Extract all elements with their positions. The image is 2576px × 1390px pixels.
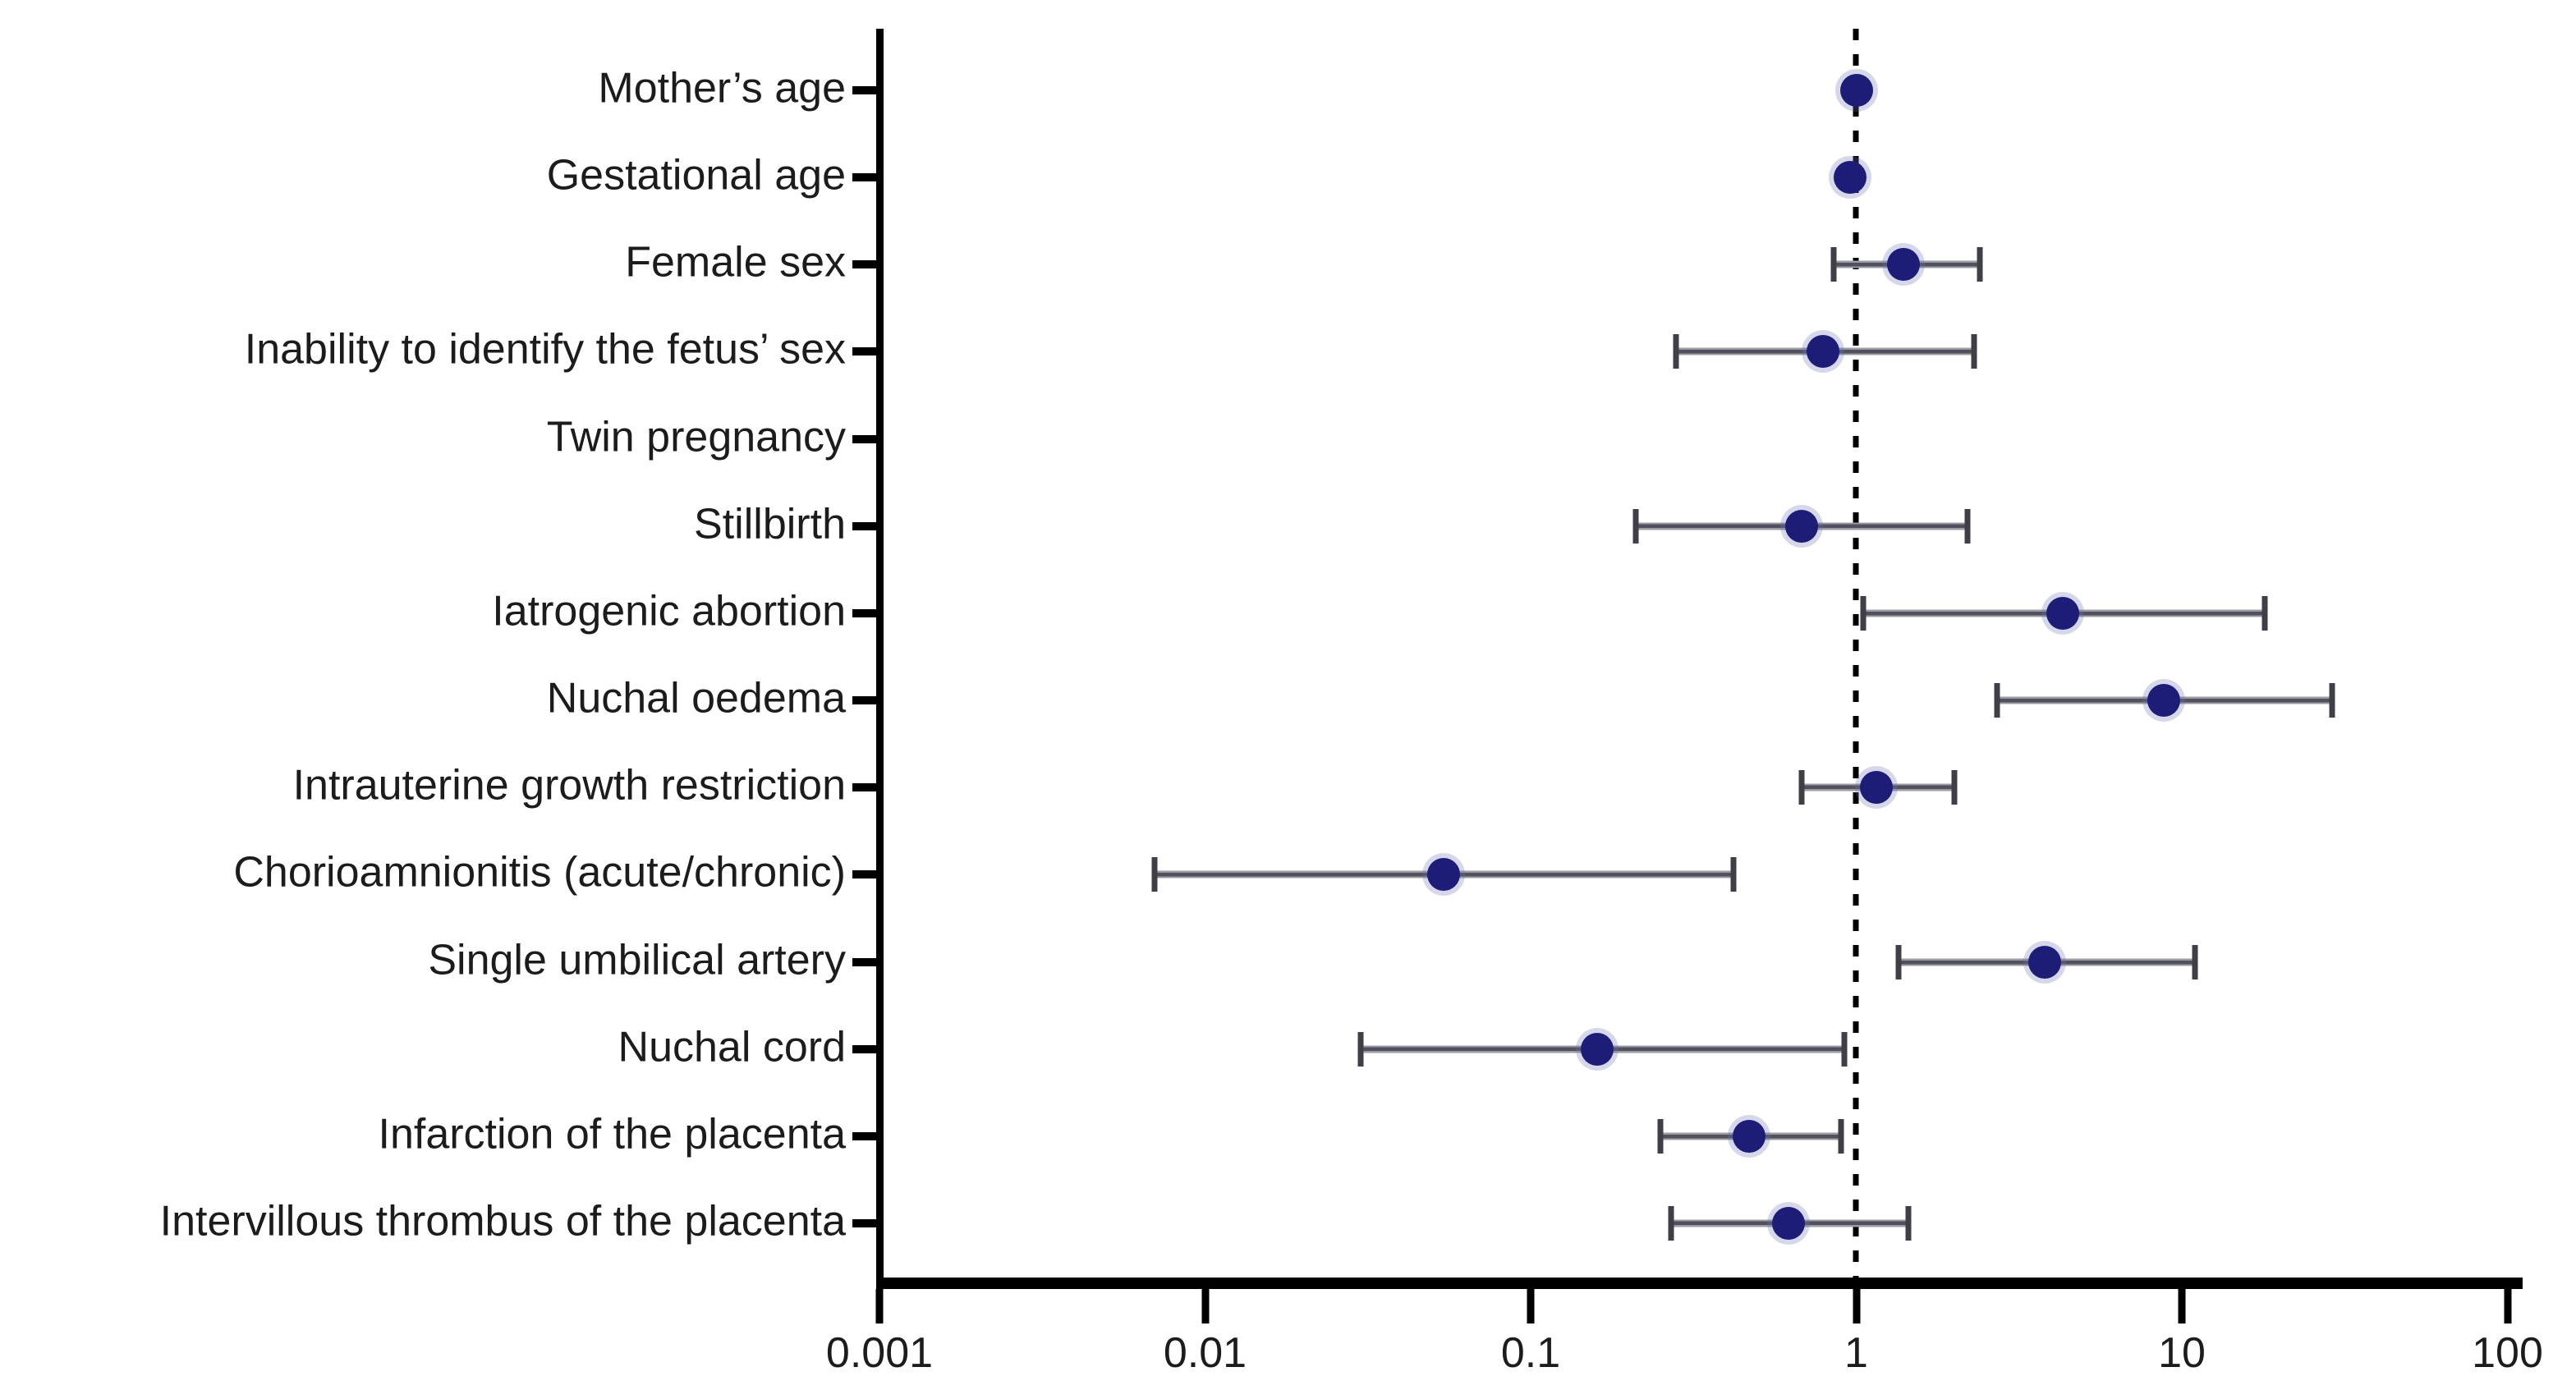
- odds-ratio-point: [1839, 74, 1873, 107]
- category-tick: [852, 86, 877, 94]
- category-label: Twin pregnancy: [546, 413, 846, 461]
- x-axis-tick: [2178, 1289, 2186, 1323]
- category-label: Gestational age: [546, 151, 846, 200]
- y-axis-spine: [876, 29, 884, 1285]
- category-label: Iatrogenic abortion: [492, 587, 846, 635]
- category-label: Inability to identify the fetus’ sex: [244, 326, 846, 374]
- category-label: Chorioamnionitis (acute/chronic): [233, 848, 846, 897]
- ci-upper-cap: [1964, 508, 1971, 544]
- category-tick: [852, 1131, 877, 1140]
- category-tick: [852, 521, 877, 530]
- x-axis-tick-label: 0.01: [1163, 1329, 1247, 1377]
- odds-ratio-point: [1580, 1032, 1614, 1066]
- category-tick: [852, 957, 877, 966]
- odds-ratio-point: [1859, 771, 1893, 805]
- odds-ratio-point: [1834, 161, 1867, 195]
- ci-upper-cap: [1951, 770, 1958, 805]
- x-axis-tick: [1527, 1289, 1535, 1323]
- ci-lower-cap: [1798, 770, 1805, 805]
- category-tick: [852, 260, 877, 269]
- x-axis-tick-label: 100: [2472, 1329, 2543, 1377]
- category-label: Single umbilical artery: [428, 936, 846, 984]
- category-tick: [852, 347, 877, 356]
- odds-ratio-point: [1806, 335, 1839, 369]
- odds-ratio-point: [1785, 509, 1819, 543]
- category-label: Infarction of the placenta: [378, 1110, 847, 1158]
- category-tick: [852, 1044, 877, 1053]
- ci-upper-cap: [2261, 595, 2268, 631]
- category-tick: [852, 696, 877, 705]
- ci-upper-cap: [1841, 1031, 1848, 1067]
- category-tick: [852, 173, 877, 182]
- odds-ratio-point: [2147, 684, 2180, 718]
- ci-lower-cap: [1673, 334, 1679, 369]
- x-axis-tick: [875, 1289, 884, 1323]
- ci-upper-cap: [2329, 683, 2335, 718]
- category-tick: [852, 1218, 877, 1227]
- category-label: Mother’s age: [598, 64, 846, 112]
- x-axis-tick-label: 10: [2158, 1329, 2206, 1377]
- x-axis-tick: [1853, 1289, 1860, 1323]
- category-tick: [852, 608, 877, 617]
- ci-lower-cap: [1830, 247, 1836, 282]
- ci-upper-cap: [1977, 247, 1983, 282]
- x-axis-tick: [1201, 1289, 1209, 1323]
- category-label: Stillbirth: [694, 500, 846, 548]
- reference-line-or-1: [1853, 29, 1859, 1278]
- ci-lower-cap: [1657, 1118, 1664, 1154]
- x-axis-tick-label: 1: [1844, 1329, 1868, 1377]
- category-label: Nuchal cord: [618, 1023, 846, 1071]
- category-label: Female sex: [625, 238, 846, 287]
- odds-ratio-point: [2028, 945, 2062, 979]
- ci-upper-cap: [1905, 1205, 1912, 1241]
- ci-lower-cap: [1632, 508, 1639, 544]
- ci-lower-cap: [1357, 1031, 1364, 1067]
- category-tick: [852, 783, 877, 792]
- ci-upper-cap: [2192, 944, 2198, 979]
- x-axis-tick-label: 0.1: [1500, 1329, 1561, 1377]
- odds-ratio-point: [1772, 1206, 1806, 1240]
- category-label: Intrauterine growth restriction: [292, 761, 846, 810]
- odds-ratio-point: [1733, 1119, 1766, 1153]
- ci-lower-cap: [1860, 595, 1867, 631]
- ci-upper-cap: [1971, 334, 1977, 369]
- x-axis-line: [876, 1278, 2523, 1289]
- ci-lower-cap: [1994, 683, 2000, 718]
- ci-lower-cap: [1668, 1205, 1674, 1241]
- ci-lower-cap: [1151, 857, 1158, 892]
- odds-ratio-point: [2046, 596, 2079, 630]
- x-axis-tick-label: 0.001: [825, 1329, 934, 1377]
- x-axis-tick: [2504, 1289, 2511, 1323]
- category-label: Intervillous thrombus of the placenta: [159, 1197, 846, 1245]
- ci-lower-cap: [1895, 944, 1902, 979]
- category-label: Nuchal oedema: [546, 674, 846, 723]
- category-tick: [852, 870, 877, 879]
- ci-upper-cap: [1730, 857, 1737, 892]
- ci-upper-cap: [1838, 1118, 1844, 1154]
- odds-ratio-point: [1887, 248, 1921, 282]
- category-tick: [852, 434, 877, 443]
- odds-ratio-point: [1426, 858, 1460, 892]
